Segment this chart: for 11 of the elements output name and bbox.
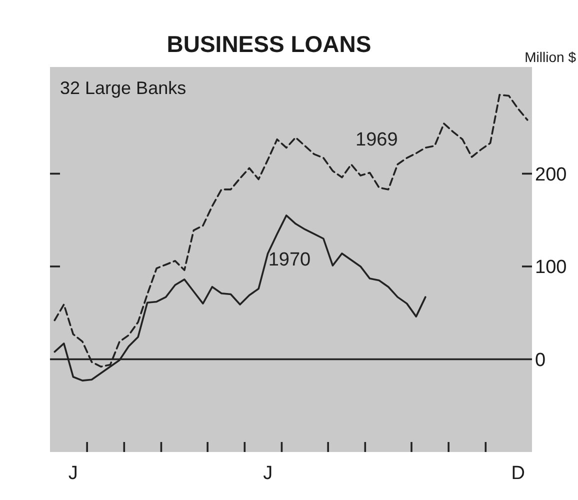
annotation: 32 Large Banks [60,78,186,98]
x-tick-label: J [263,463,273,484]
x-tick-label: D [511,463,525,484]
series-label: 1970 [268,249,311,270]
x-tick-label: J [68,463,78,484]
series-label: 1969 [356,130,398,151]
y-tick-label: 100 [535,257,567,278]
y-tick-label: 0 [535,350,546,371]
chart-title: BUSINESS LOANS [166,31,372,57]
y-axis-title: Million $ [524,49,576,65]
y-tick-label: 200 [535,164,567,186]
